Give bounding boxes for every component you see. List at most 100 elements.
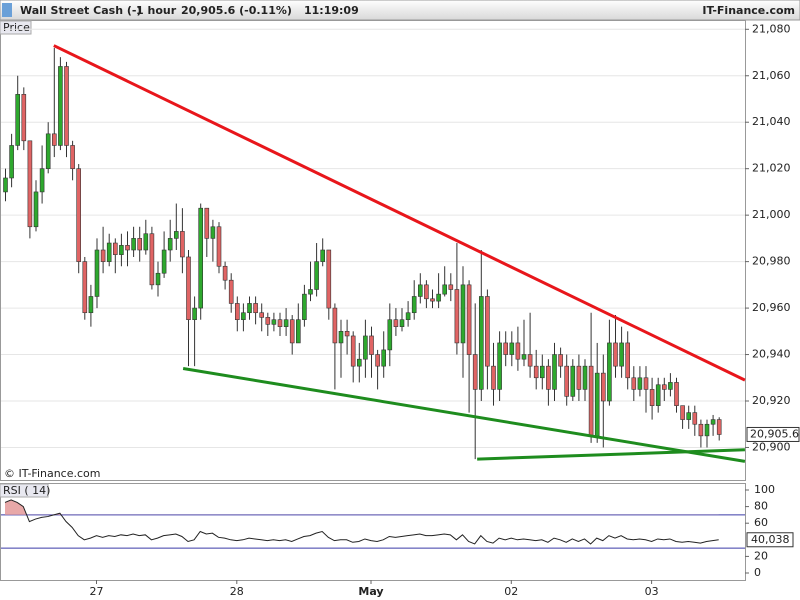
- candle-body: [277, 319, 283, 327]
- candle-body: [314, 261, 319, 290]
- candle-body: [45, 133, 51, 169]
- candle-body: [192, 307, 197, 320]
- candle-body: [399, 319, 405, 327]
- header-time: 11:19:09: [304, 4, 359, 17]
- y-tick-label: 20,960: [752, 301, 791, 314]
- candle-body: [625, 342, 631, 379]
- candle-body: [375, 354, 380, 367]
- candle-body: [680, 405, 685, 420]
- candle-body: [478, 296, 484, 390]
- candle-body: [472, 354, 478, 390]
- rsi-tick-label: 20: [754, 549, 768, 562]
- candle-body: [533, 365, 539, 379]
- y-tick-label: 21,080: [752, 22, 791, 35]
- candle-body: [655, 384, 661, 406]
- candle-body: [210, 226, 216, 239]
- candle-body: [631, 377, 637, 390]
- candle-body: [686, 412, 692, 420]
- trendline: [477, 448, 745, 461]
- candle-body: [320, 249, 326, 262]
- candle-body: [698, 423, 704, 437]
- candle-body: [247, 303, 252, 314]
- candle-body: [460, 284, 466, 344]
- candle-body: [302, 293, 307, 320]
- candle-body: [167, 238, 173, 251]
- candle-body: [588, 365, 594, 437]
- rsi-tick-label: 0: [754, 566, 761, 579]
- candle-body: [186, 256, 191, 320]
- candle-body: [350, 335, 356, 367]
- rsi-pane: [0, 483, 746, 581]
- candle-body: [546, 365, 551, 390]
- candle-body: [39, 168, 45, 193]
- candle-body: [94, 249, 100, 297]
- candle-body: [235, 303, 240, 320]
- candle-body: [21, 94, 27, 142]
- candle-body: [607, 342, 612, 402]
- candle-body: [113, 242, 118, 255]
- candle-body: [137, 238, 142, 251]
- candle-body: [88, 296, 94, 314]
- y-tick-label: 21,000: [752, 208, 791, 221]
- copyright: © IT-Finance.com: [4, 467, 101, 480]
- y-tick-label: 20,900: [752, 440, 791, 453]
- candle-body: [3, 177, 8, 193]
- candle-body: [491, 365, 496, 390]
- header-icon: [2, 3, 12, 17]
- candle-body: [649, 389, 655, 406]
- candle-body: [411, 296, 417, 314]
- candle-body: [576, 365, 582, 390]
- y-tick-label: 21,060: [752, 69, 791, 82]
- candle-body: [387, 319, 393, 351]
- candle-body: [515, 342, 521, 360]
- candle-body: [369, 335, 374, 355]
- candle-body: [119, 245, 124, 255]
- candle-body: [454, 289, 460, 344]
- candle-body: [393, 319, 399, 327]
- candle-body: [497, 342, 502, 390]
- y-tick-label: 21,020: [752, 162, 791, 175]
- candle-body: [430, 298, 435, 302]
- y-tick-label: 20,920: [752, 394, 791, 407]
- candle-body: [485, 296, 490, 367]
- candle-body: [308, 289, 313, 295]
- x-tick-label: 28: [230, 585, 244, 598]
- candle-body: [253, 303, 258, 314]
- candle-body: [338, 331, 344, 344]
- candle-body: [503, 342, 509, 355]
- candle-body: [716, 419, 722, 435]
- candle-body: [661, 384, 667, 390]
- candle-body: [539, 365, 545, 379]
- candle-body: [527, 354, 533, 367]
- x-tick-label: 27: [90, 585, 104, 598]
- y-tick-label: 20,940: [752, 348, 791, 361]
- candle-body: [9, 145, 14, 179]
- rsi-tick-label: 80: [754, 500, 768, 513]
- rsi-value-label: 40,038: [751, 533, 790, 546]
- candle-body: [417, 284, 423, 297]
- x-tick-label: 03: [645, 585, 659, 598]
- candle-body: [704, 423, 710, 437]
- candle-body: [424, 284, 429, 300]
- candle-body: [100, 249, 106, 262]
- candle-body: [283, 319, 289, 327]
- candle-body: [204, 207, 210, 239]
- candle-body: [558, 354, 563, 367]
- candle-body: [600, 372, 606, 402]
- candle-body: [674, 382, 679, 406]
- candle-body: [51, 133, 57, 146]
- candle-body: [619, 342, 624, 367]
- x-tick-label: 02: [504, 585, 518, 598]
- candle-body: [570, 365, 576, 397]
- candle-body: [594, 372, 600, 437]
- candle-body: [27, 140, 33, 228]
- rsi-tick-label: 100: [754, 483, 775, 496]
- candle-body: [564, 365, 570, 397]
- candle-body: [582, 365, 588, 390]
- candle-body: [222, 265, 228, 281]
- candle-body: [155, 272, 161, 286]
- candle-body: [76, 168, 81, 262]
- candle-body: [143, 233, 149, 251]
- y-tick-label: 21,040: [752, 115, 791, 128]
